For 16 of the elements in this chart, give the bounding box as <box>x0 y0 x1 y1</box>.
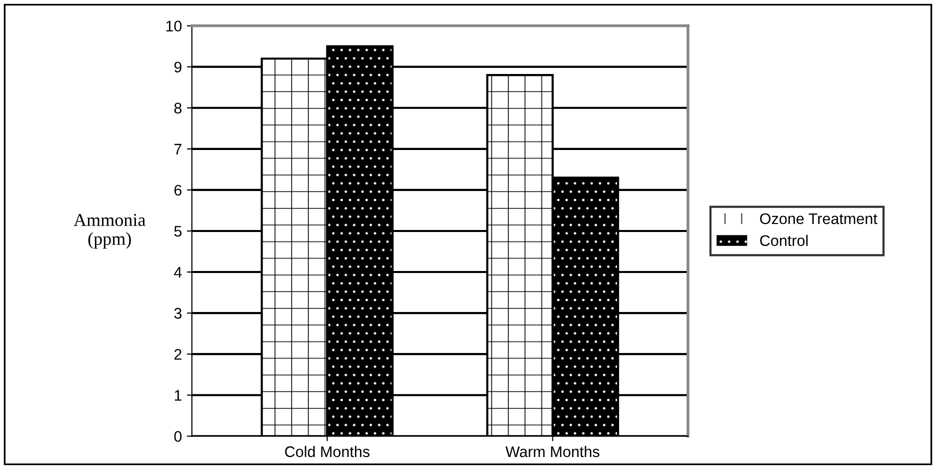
y-tick-label: 6 <box>174 184 182 196</box>
y-tick-label: 4 <box>174 267 182 278</box>
y-tick-label: 5 <box>174 226 182 237</box>
x-tick-label: Cold Months <box>285 446 370 458</box>
y-tick-label: 8 <box>174 102 182 114</box>
y-tick-label: 9 <box>174 62 182 73</box>
legend-label: Control <box>760 234 808 246</box>
y-tick-label: 1 <box>174 390 182 401</box>
y-tick-label: 2 <box>174 348 182 360</box>
x-tick-label: Warm Months <box>505 446 600 458</box>
legend-label: Ozone Treatment <box>760 213 878 224</box>
y-axis-title: Ammonia (ppm) <box>74 214 146 249</box>
y-tick-label: 0 <box>174 431 182 442</box>
y-tick-label: 10 <box>166 20 182 32</box>
y-tick-label: 7 <box>174 144 182 154</box>
y-tick-label: 3 <box>174 308 182 319</box>
